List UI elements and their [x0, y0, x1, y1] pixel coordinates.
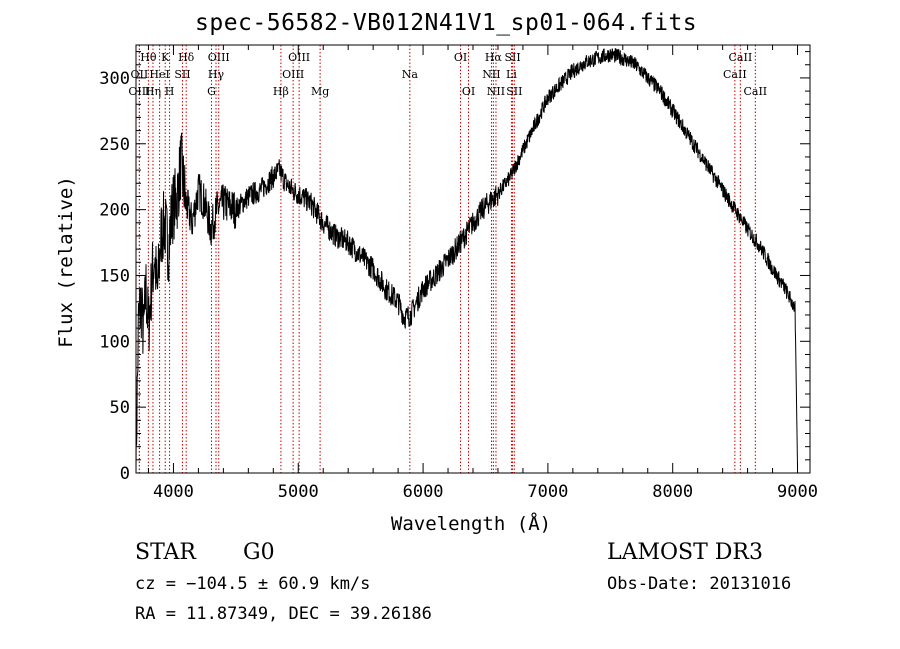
emission-line-label: OIII: [282, 68, 304, 81]
spectrum-line: [135, 48, 798, 474]
object-class: STAR: [135, 540, 196, 565]
emission-line-label: OIII: [128, 85, 150, 98]
emission-line-label: Hβ: [273, 85, 289, 98]
emission-line-label: HeI: [149, 68, 169, 81]
emission-line-label: Hη: [145, 85, 161, 98]
x-tick-label: 7000: [527, 482, 568, 502]
x-tick-label: 6000: [403, 482, 444, 502]
x-tick-label: 5000: [278, 482, 319, 502]
plot-frame: [135, 44, 811, 474]
emission-line-label: OI: [462, 85, 475, 98]
emission-line-markers: [138, 45, 756, 473]
emission-line-label: CaII: [729, 51, 753, 64]
emission-line-label: K: [161, 51, 170, 64]
emission-line-label: SII: [504, 51, 520, 64]
x-tick-label: 8000: [652, 482, 693, 502]
y-tick-label: 50: [110, 398, 130, 418]
emission-line-label: CaII: [743, 85, 767, 98]
coordinates: RA = 11.87349, DEC = 39.26186: [135, 604, 432, 624]
emission-line-label: Na: [402, 68, 419, 81]
emission-line-label: OIII: [208, 51, 230, 64]
emission-line-label: Hδ: [178, 51, 195, 64]
y-tick-label: 150: [99, 266, 130, 286]
axis-ticks: [136, 45, 810, 474]
emission-line-label: H: [165, 85, 175, 98]
emission-line-label: NII: [487, 85, 505, 98]
emission-line-label: OI: [454, 51, 467, 64]
emission-line-label: OIII: [288, 51, 310, 64]
y-axis-label: Flux (relative): [55, 176, 77, 348]
y-tick-label: 250: [99, 135, 130, 155]
survey-name: LAMOST DR3: [607, 540, 763, 565]
emission-line-label: SII: [506, 85, 522, 98]
emission-line-label: Li: [506, 68, 517, 81]
y-tick-label: 200: [99, 201, 130, 221]
y-tick-label: 300: [99, 69, 130, 89]
emission-line-labels: OIII Hθ OII Hη HeI K H SII Hδ G OIII Hγ Hβ OIII OIII Mg…: [128, 51, 767, 98]
emission-line-label: Hα: [485, 51, 503, 64]
emission-line-label: G: [207, 85, 216, 98]
y-tick-label: 100: [99, 332, 130, 352]
emission-line-label: Hθ: [140, 51, 157, 64]
obs-date: Obs-Date: 20131016: [607, 574, 792, 594]
emission-line-label: CaII: [723, 68, 747, 81]
chart-title: spec-56582-VB012N41V1_sp01-064.fits: [195, 10, 698, 36]
x-tick-label: 9000: [777, 482, 818, 502]
emission-line-label: Hγ: [208, 68, 225, 81]
redshift-readout: cz = −104.5 ± 60.9 km/s: [135, 574, 371, 594]
emission-line-label: Mg: [311, 85, 329, 98]
x-tick-label: 4000: [153, 482, 194, 502]
object-subclass: G0: [243, 540, 275, 565]
x-axis-label: Wavelength (Å): [391, 512, 551, 535]
emission-line-label: OII: [131, 68, 149, 81]
axis-tick-labels: 4000 5000 6000 7000 8000 9000 0 50 100 150 200 250 3…: [99, 69, 818, 502]
emission-line-label: NII: [482, 68, 500, 81]
y-tick-label: 0: [120, 464, 130, 484]
emission-line-label: SII: [174, 68, 190, 81]
spectrum-series: [135, 48, 798, 474]
